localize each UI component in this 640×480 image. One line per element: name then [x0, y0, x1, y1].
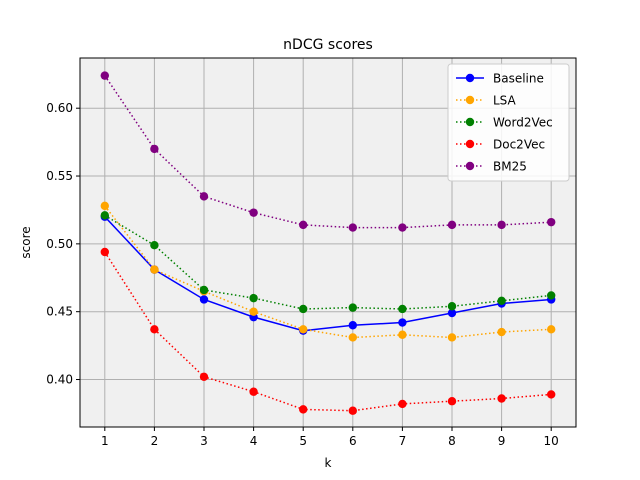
data-point-doc2vec — [299, 405, 308, 414]
data-point-bm25 — [100, 71, 110, 80]
x-tick-label: 8 — [448, 434, 456, 448]
data-point-baseline — [199, 295, 209, 304]
y-tick-label: 0.60 — [46, 101, 73, 115]
data-point-baseline — [348, 321, 357, 330]
series-line-bm25 — [104, 75, 552, 229]
legend: Baseline LSA Word2Vec Doc2Vec BM25 — [447, 63, 570, 182]
data-point-word2vec — [497, 296, 506, 306]
grid-lines — [80, 58, 576, 427]
y-tick-label: 0.55 — [46, 169, 73, 183]
data-point-lsa — [447, 333, 457, 342]
y-tick-label: 0.40 — [46, 373, 73, 387]
x-axis-label: k — [325, 456, 332, 470]
data-point-bm25 — [398, 223, 407, 232]
data-point-bm25 — [497, 220, 506, 230]
series-bm25 — [100, 71, 556, 232]
data-point-lsa — [398, 330, 407, 339]
legend-marker-baseline — [465, 73, 475, 83]
legend-label-word2vec: Word2Vec — [493, 116, 553, 130]
data-point-doc2vec — [547, 390, 556, 399]
data-point-baseline — [398, 318, 407, 327]
x-axis: 1 2 3 4 5 6 7 8 9 10 — [101, 427, 559, 448]
legend-label-lsa: LSA — [493, 94, 517, 108]
y-axis: 0.40 0.45 0.50 0.55 0.60 — [46, 101, 80, 387]
data-point-word2vec — [249, 293, 258, 303]
data-point-lsa — [299, 325, 308, 334]
data-point-word2vec — [547, 291, 556, 300]
data-point-lsa — [547, 325, 556, 334]
series-doc2vec — [100, 247, 556, 415]
legend-label-baseline: Baseline — [493, 72, 544, 86]
data-point-lsa — [100, 201, 110, 211]
x-tick-label: 4 — [250, 434, 258, 448]
x-tick-label: 6 — [349, 434, 357, 448]
y-tick-label: 0.50 — [46, 237, 73, 251]
plot-frame — [79, 57, 577, 428]
data-point-lsa — [150, 265, 159, 274]
series-lsa — [100, 201, 556, 342]
data-point-doc2vec — [398, 399, 407, 409]
data-point-word2vec — [100, 211, 110, 220]
data-point-word2vec — [199, 285, 209, 295]
data-point-bm25 — [249, 208, 258, 217]
legend-label-bm25: BM25 — [493, 160, 527, 174]
data-point-lsa — [497, 327, 506, 337]
legend-marker-word2vec — [465, 117, 475, 127]
series-word2vec — [100, 211, 556, 314]
x-tick-label: 7 — [399, 434, 407, 448]
data-point-doc2vec — [447, 397, 457, 406]
data-point-doc2vec — [199, 372, 209, 382]
data-point-baseline — [447, 308, 457, 318]
data-point-doc2vec — [100, 247, 110, 257]
data-point-bm25 — [447, 220, 457, 230]
data-point-bm25 — [547, 217, 556, 227]
data-point-word2vec — [398, 304, 407, 314]
data-point-word2vec — [150, 241, 159, 250]
x-tick-label: 2 — [151, 434, 159, 448]
data-point-lsa — [249, 307, 258, 316]
data-point-doc2vec — [497, 394, 506, 403]
data-point-doc2vec — [150, 325, 159, 334]
x-tick-label: 5 — [299, 434, 307, 448]
chart-title: nDCG scores — [283, 37, 373, 53]
data-point-bm25 — [150, 144, 159, 154]
x-tick-label: 10 — [544, 434, 559, 448]
x-tick-label: 1 — [101, 434, 109, 448]
legend-marker-bm25 — [465, 161, 475, 171]
data-point-lsa — [348, 333, 357, 342]
series-layer — [100, 71, 556, 415]
x-tick-label: 9 — [498, 434, 506, 448]
data-point-bm25 — [299, 220, 308, 230]
legend-marker-lsa — [465, 95, 475, 105]
data-point-bm25 — [348, 223, 357, 232]
legend-marker-doc2vec — [465, 139, 475, 149]
y-tick-label: 0.45 — [46, 305, 73, 319]
x-tick-label: 3 — [200, 434, 208, 448]
data-point-bm25 — [199, 192, 209, 201]
data-point-word2vec — [447, 302, 457, 311]
legend-label-doc2vec: Doc2Vec — [493, 138, 545, 152]
series-line-baseline — [104, 216, 552, 332]
legend-box — [447, 63, 570, 182]
y-axis-label: score — [19, 226, 33, 258]
data-point-word2vec — [348, 303, 357, 312]
data-point-doc2vec — [348, 406, 357, 415]
data-point-doc2vec — [249, 387, 258, 396]
data-point-word2vec — [299, 304, 308, 314]
